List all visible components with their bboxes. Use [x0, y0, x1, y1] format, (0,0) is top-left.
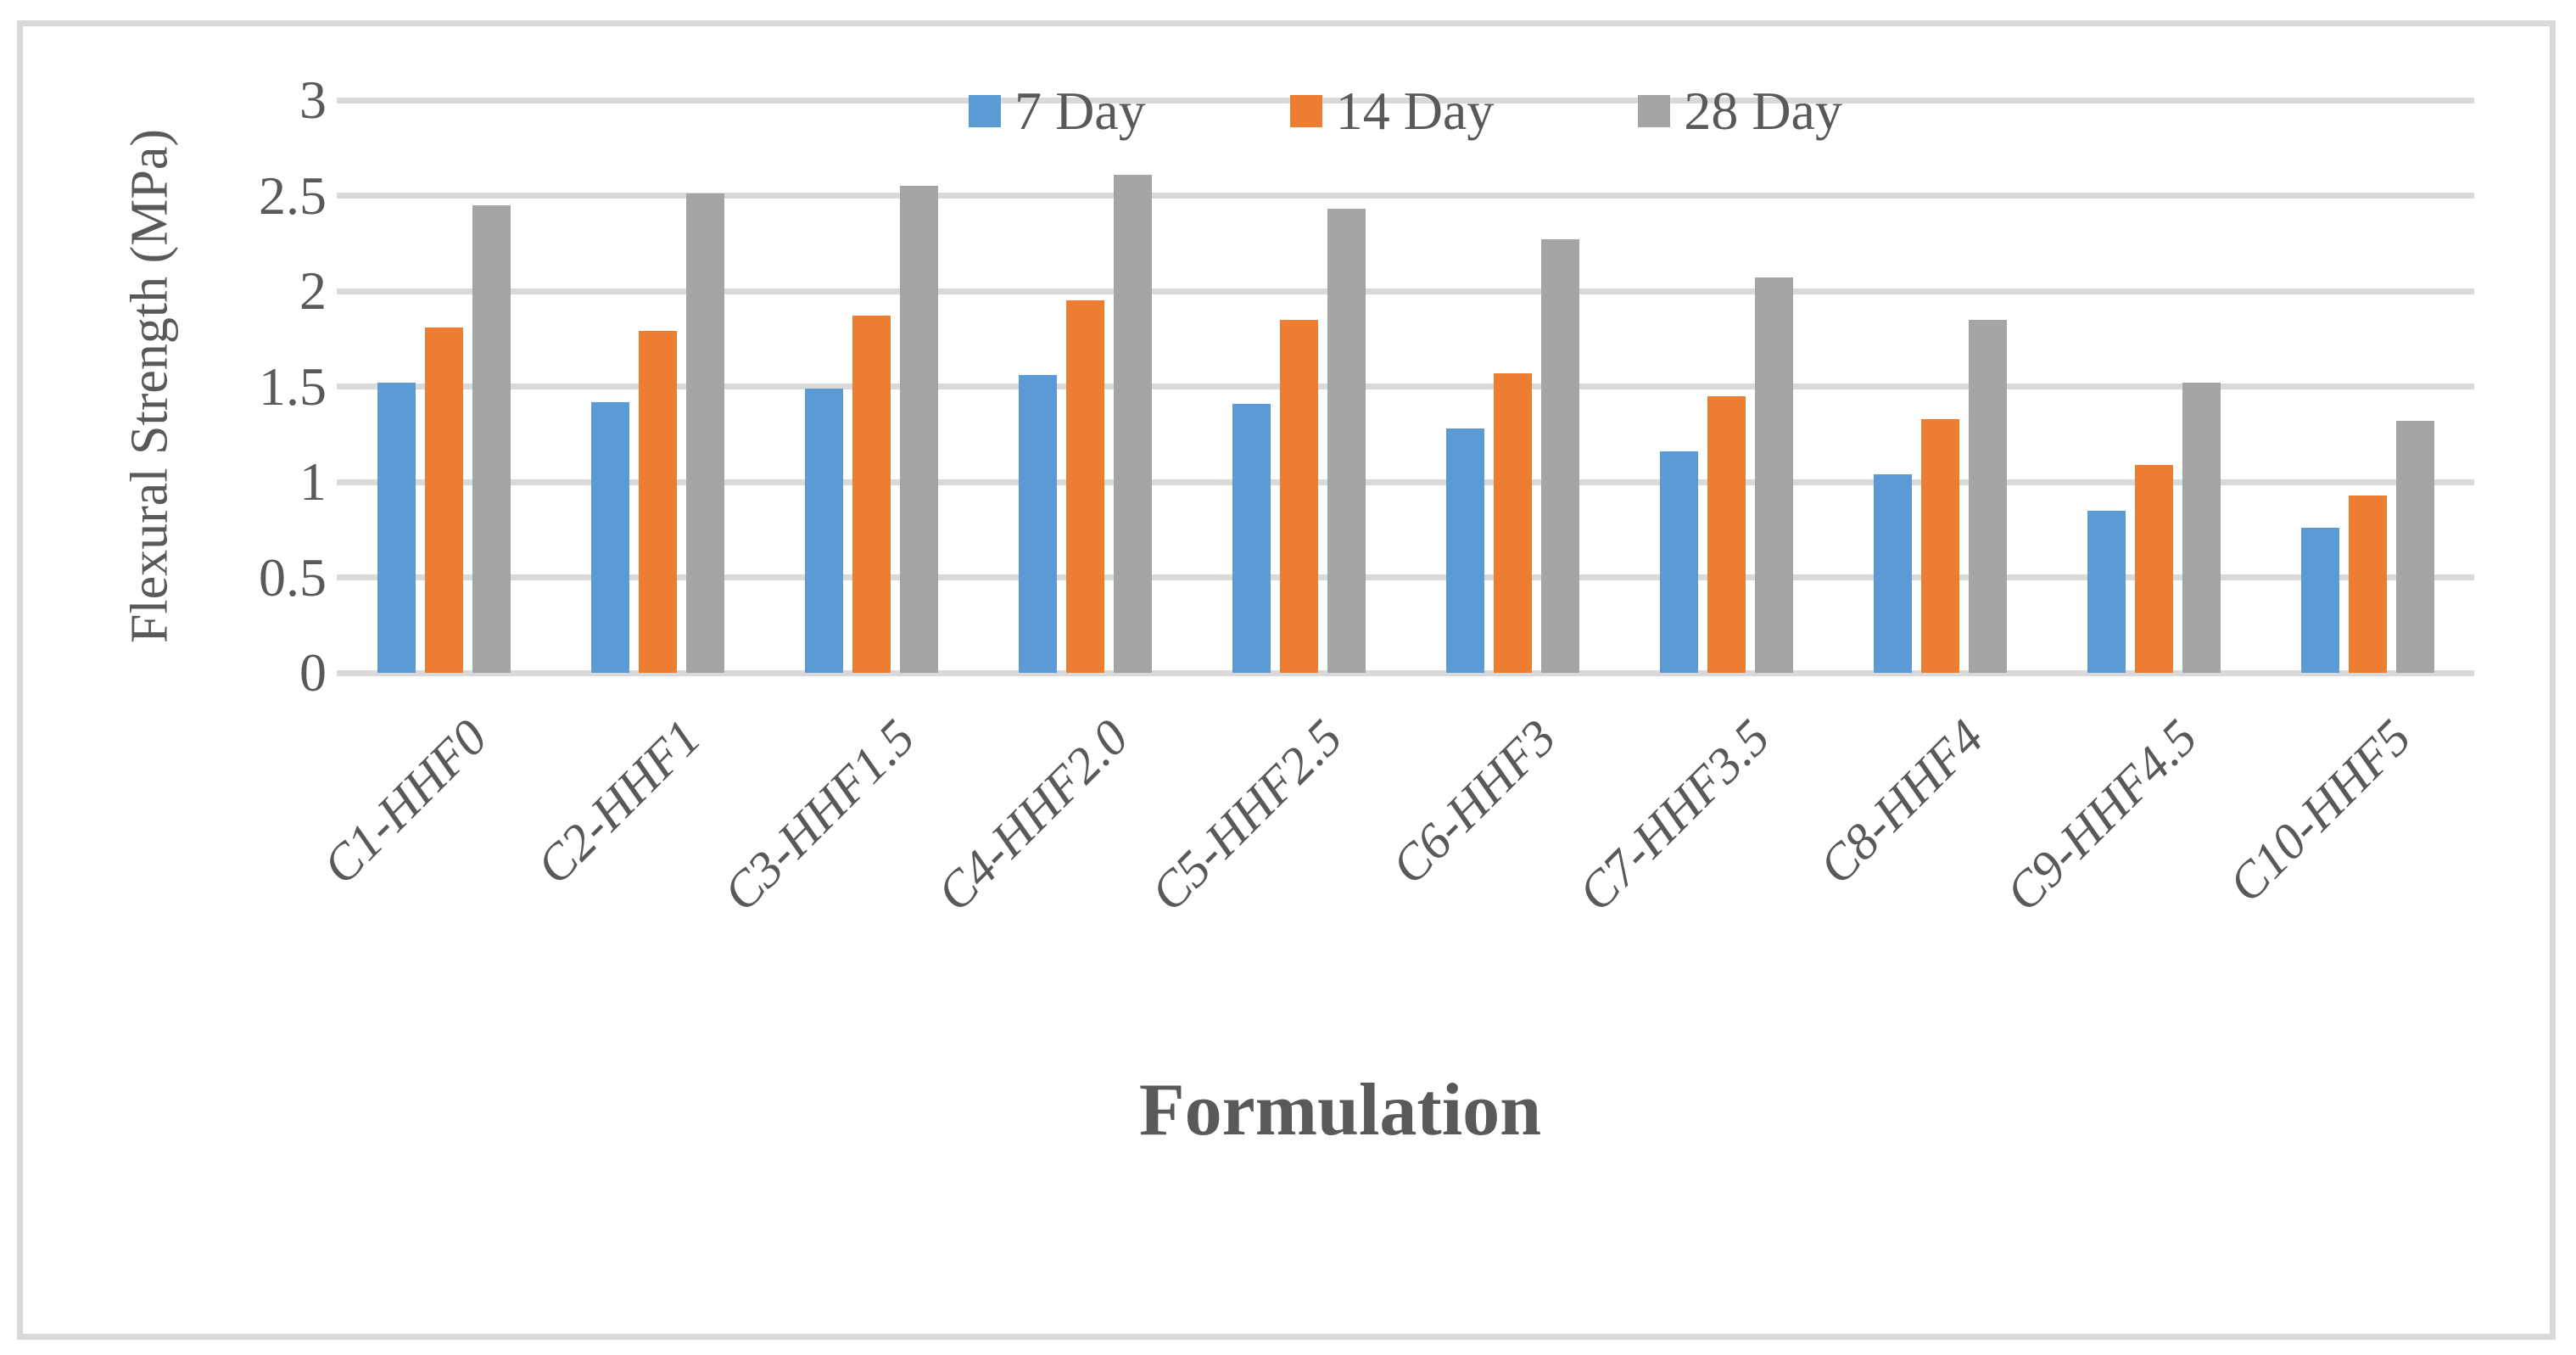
gridline-0.5: [337, 574, 2474, 580]
bar-28-day-C1-HHF0: [472, 204, 511, 673]
x-category-label-C7-HHF3.5: C7-HHF3.5: [1567, 708, 1780, 922]
x-category-label-C2-HHF1: C2-HHF1: [525, 708, 712, 895]
bar-14-day-C8-HHF4: [1920, 418, 1959, 673]
x-category-label-C5-HHF2.5: C5-HHF2.5: [1139, 708, 1353, 922]
bar-7-day-C6-HHF3: [1445, 428, 1484, 673]
bar-14-day-C5-HHF2.5: [1279, 319, 1318, 673]
x-category-label-C9-HHF4.5: C9-HHF4.5: [1994, 708, 2208, 922]
legend-label: 28 Day: [1684, 81, 1842, 141]
bar-group-C5-HHF2.5: [1192, 100, 1405, 673]
legend-item-14-day: 14 Day: [1289, 81, 1495, 141]
x-category-label-C6-HHF3: C6-HHF3: [1380, 708, 1567, 895]
gridline-1.5: [337, 384, 2474, 389]
bar-7-day-C3-HHF1.5: [804, 388, 843, 673]
chart-legend: 7 Day 14 Day 28 Day: [337, 81, 2474, 141]
y-axis-tick-labels: 0 0.5 1 1.5 2 2.5 3: [0, 72, 327, 701]
y-tick-label-3: 3: [299, 70, 327, 130]
x-category-label-C10-HHF5: C10-HHF5: [2217, 708, 2422, 913]
bar-group-C6-HHF3: [1405, 100, 1619, 673]
bar-7-day-C7-HHF3.5: [1659, 451, 1698, 673]
bar-14-day-C1-HHF0: [424, 327, 463, 673]
x-category-label-C8-HHF4: C8-HHF4: [1808, 708, 1994, 895]
y-tick-label-0.5: 0.5: [259, 546, 327, 608]
gridline-2.5: [337, 193, 2474, 199]
legend-swatch-icon: [969, 95, 1002, 127]
bar-14-day-C4-HHF2.0: [1065, 300, 1104, 673]
bar-28-day-C10-HHF5: [2395, 421, 2434, 673]
bar-28-day-C9-HHF4.5: [2182, 383, 2221, 673]
bar-7-day-C1-HHF0: [377, 383, 416, 673]
bar-14-day-C6-HHF3: [1493, 372, 1532, 673]
bar-14-day-C7-HHF3.5: [1707, 395, 1746, 673]
gridline-3: [337, 97, 2474, 104]
bar-group-C3-HHF1.5: [764, 100, 978, 673]
bar-14-day-C9-HHF4.5: [2134, 464, 2173, 673]
bar-28-day-C2-HHF1: [685, 193, 724, 673]
x-axis-category-labels: C1-HHF0 C2-HHF1 C3-HHF1.5 C4-HHF2.0 C5-HHF2.…: [312, 673, 2474, 995]
legend-item-28-day: 28 Day: [1638, 81, 1842, 141]
bar-7-day-C5-HHF2.5: [1232, 403, 1271, 673]
plot-area: [337, 97, 2474, 676]
y-tick-label-1: 1: [299, 451, 327, 512]
bar-14-day-C3-HHF1.5: [852, 316, 891, 673]
bar-group-C2-HHF1: [550, 100, 764, 673]
bar-group-C1-HHF0: [337, 100, 550, 673]
x-category-label-C1-HHF0: C1-HHF0: [311, 708, 498, 895]
bar-7-day-C2-HHF1: [590, 401, 629, 673]
bar-28-day-C3-HHF1.5: [899, 186, 938, 673]
gridline-0: [337, 669, 2474, 676]
x-axis-title: Formulation: [1138, 1069, 1542, 1151]
bar-28-day-C7-HHF3.5: [1754, 277, 1793, 673]
bar-28-day-C5-HHF2.5: [1327, 209, 1366, 673]
x-category-label-C4-HHF2.0: C4-HHF2.0: [925, 708, 1139, 922]
legend-label: 14 Day: [1335, 81, 1495, 141]
legend-item-7-day: 7 Day: [969, 81, 1146, 141]
bar-28-day-C4-HHF2.0: [1113, 174, 1152, 673]
legend-label: 7 Day: [1014, 81, 1146, 141]
y-tick-label-2: 2: [299, 260, 327, 321]
y-tick-label-0: 0: [299, 642, 327, 703]
bar-group-C4-HHF2.0: [978, 100, 1192, 673]
bar-28-day-C6-HHF3: [1540, 239, 1579, 673]
y-tick-label-2.5: 2.5: [259, 165, 327, 226]
bar-7-day-C4-HHF2.0: [1018, 375, 1057, 673]
x-category-label-C3-HHF1.5: C3-HHF1.5: [712, 708, 925, 922]
bar-28-day-C8-HHF4: [1968, 319, 2007, 673]
gridline-2: [337, 288, 2474, 294]
bar-group-C8-HHF4: [1833, 100, 2047, 673]
bar-7-day-C9-HHF4.5: [2087, 510, 2126, 673]
bar-7-day-C8-HHF4: [1873, 474, 1912, 673]
bar-14-day-C10-HHF5: [2348, 495, 2387, 673]
legend-swatch-icon: [1289, 95, 1322, 127]
bar-group-C7-HHF3.5: [1619, 100, 1833, 673]
legend-swatch-icon: [1638, 95, 1671, 127]
bar-14-day-C2-HHF1: [638, 331, 677, 673]
gridline-1: [337, 479, 2474, 485]
bar-7-day-C10-HHF5: [2300, 528, 2339, 673]
bar-group-C10-HHF5: [2260, 100, 2474, 673]
bar-group-C9-HHF4.5: [2047, 100, 2260, 673]
y-tick-label-1.5: 1.5: [259, 356, 327, 417]
